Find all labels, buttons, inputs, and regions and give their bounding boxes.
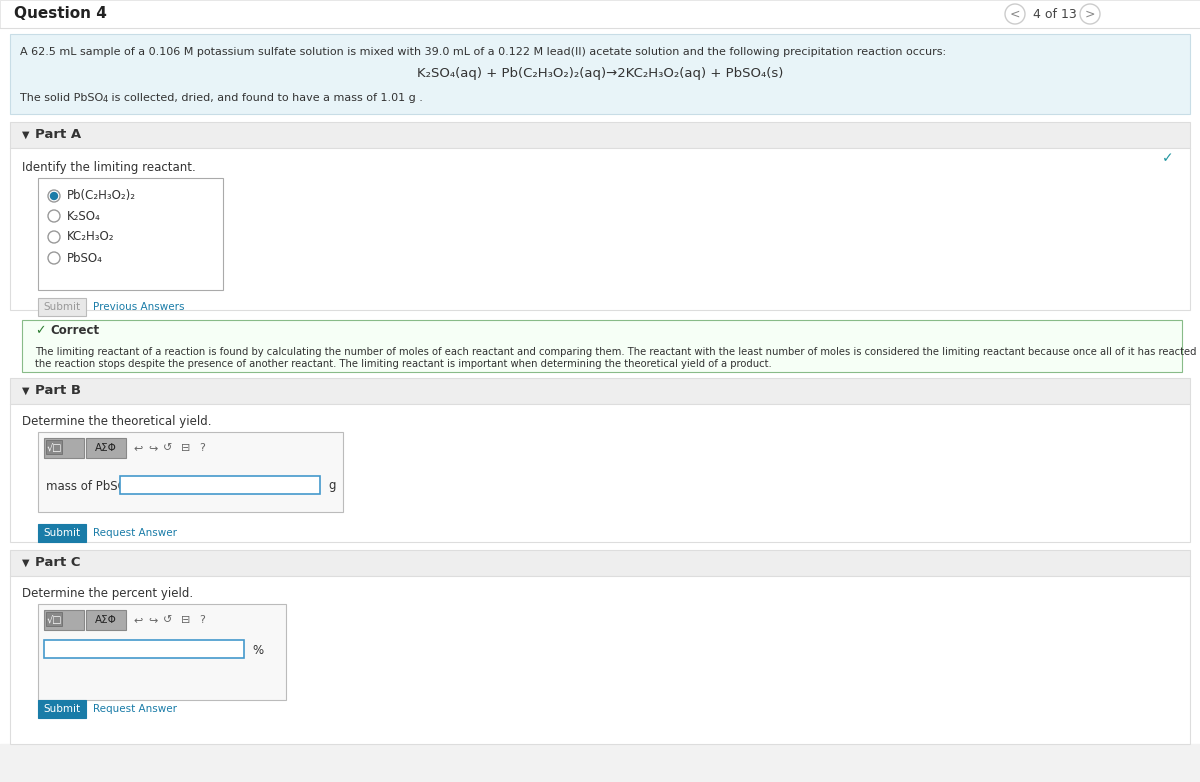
Bar: [38, 524, 86, 542]
Text: K₂SO₄(aq) + Pb(C₂H₃O₂)₂(aq)→2KC₂H₃O₂(aq) + PbSO₄(s): K₂SO₄(aq) + Pb(C₂H₃O₂)₂(aq)→2KC₂H₃O₂(aq)…: [416, 66, 784, 80]
Bar: [38, 432, 343, 512]
Text: ↩: ↩: [133, 443, 143, 453]
Text: ?: ?: [199, 615, 205, 625]
Text: <: <: [1009, 8, 1020, 20]
Circle shape: [1006, 4, 1025, 24]
Bar: [10, 576, 1190, 744]
Text: ↺: ↺: [163, 615, 173, 625]
Text: is collected, dried, and found to have a mass of 1.01 g .: is collected, dried, and found to have a…: [108, 93, 422, 103]
Text: Part A: Part A: [35, 128, 82, 142]
Bar: [10, 550, 1190, 576]
Circle shape: [48, 231, 60, 243]
Bar: [44, 438, 84, 458]
Text: ✓: ✓: [1163, 151, 1174, 165]
Text: ▼: ▼: [22, 386, 30, 396]
Text: ↺: ↺: [163, 443, 173, 453]
Text: Determine the percent yield.: Determine the percent yield.: [22, 587, 193, 601]
Text: Submit: Submit: [43, 302, 80, 312]
Text: %: %: [252, 644, 263, 657]
Text: Request Answer: Request Answer: [94, 704, 178, 714]
Bar: [10, 34, 1190, 114]
Text: KC₂H₃O₂: KC₂H₃O₂: [67, 231, 114, 243]
Text: Request Answer: Request Answer: [94, 528, 178, 538]
Text: 4: 4: [103, 95, 108, 105]
Bar: [0, 0, 1200, 28]
Text: A 62.5 mL sample of a 0.106 M potassium sulfate solution is mixed with 39.0 mL o: A 62.5 mL sample of a 0.106 M potassium …: [20, 47, 946, 57]
Text: Previous Answers: Previous Answers: [94, 302, 185, 312]
Bar: [10, 404, 1190, 542]
Text: √□: √□: [47, 443, 61, 453]
Bar: [86, 438, 126, 458]
Text: Submit: Submit: [43, 528, 80, 538]
Text: Part B: Part B: [35, 385, 82, 397]
Bar: [86, 610, 126, 630]
Text: Question 4: Question 4: [14, 6, 107, 21]
Text: Part C: Part C: [35, 557, 80, 569]
Bar: [10, 122, 1190, 148]
Text: Correct: Correct: [50, 325, 100, 338]
Circle shape: [48, 210, 60, 222]
Text: AΣΦ: AΣΦ: [95, 615, 116, 625]
Text: ↪: ↪: [149, 615, 157, 625]
Text: Identify the limiting reactant.: Identify the limiting reactant.: [22, 160, 196, 174]
Bar: [38, 178, 223, 290]
Text: ✓: ✓: [35, 325, 46, 338]
Text: mass of PbSO₄ =: mass of PbSO₄ =: [46, 479, 145, 493]
Circle shape: [50, 192, 58, 199]
Bar: [46, 612, 62, 626]
Text: Submit: Submit: [43, 704, 80, 714]
Bar: [44, 610, 84, 630]
Text: ↩: ↩: [133, 615, 143, 625]
Text: Pb(C₂H₃O₂)₂: Pb(C₂H₃O₂)₂: [67, 189, 136, 203]
Circle shape: [48, 190, 60, 202]
Text: Determine the theoretical yield.: Determine the theoretical yield.: [22, 415, 211, 429]
Bar: [44, 640, 244, 658]
Bar: [10, 148, 1190, 310]
Bar: [38, 700, 86, 718]
Bar: [10, 378, 1190, 404]
Bar: [0, 744, 1200, 782]
Bar: [120, 476, 320, 494]
Text: AΣΦ: AΣΦ: [95, 443, 116, 453]
Bar: [38, 298, 86, 316]
Text: K₂SO₄: K₂SO₄: [67, 210, 101, 223]
Circle shape: [1080, 4, 1100, 24]
Text: The solid PbSO: The solid PbSO: [20, 93, 103, 103]
Text: ⊟: ⊟: [181, 443, 191, 453]
Text: 4 of 13: 4 of 13: [1033, 8, 1076, 20]
Text: √□: √□: [47, 615, 61, 625]
Circle shape: [48, 252, 60, 264]
Text: ⊟: ⊟: [181, 615, 191, 625]
Text: The limiting reactant of a reaction is found by calculating the number of moles : The limiting reactant of a reaction is f…: [35, 347, 1196, 368]
Text: ?: ?: [199, 443, 205, 453]
Bar: [22, 320, 1182, 372]
Text: >: >: [1085, 8, 1096, 20]
Text: ↪: ↪: [149, 443, 157, 453]
Bar: [38, 604, 286, 700]
Text: g: g: [328, 479, 336, 493]
Bar: [46, 440, 62, 454]
Text: ▼: ▼: [22, 130, 30, 140]
Text: PbSO₄: PbSO₄: [67, 252, 103, 264]
Text: ▼: ▼: [22, 558, 30, 568]
